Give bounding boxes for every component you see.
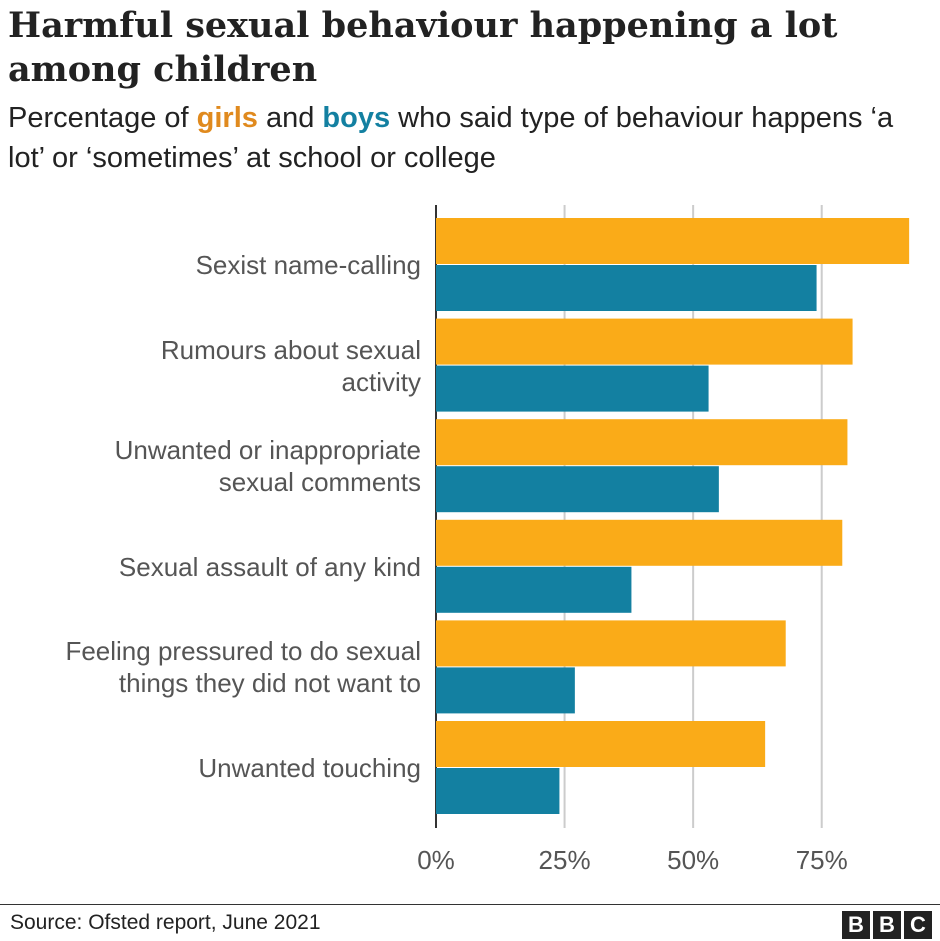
category-label: Sexual assault of any kind	[0, 551, 421, 583]
subtitle-text: who said type of behaviour happens ‘a lo…	[8, 102, 894, 174]
category-label: Unwanted touching	[0, 752, 421, 784]
category-line: things they did not want to	[118, 668, 421, 699]
category-line: Unwanted touching	[198, 753, 421, 783]
x-tick-label: 50%	[667, 845, 719, 875]
bar	[436, 365, 709, 412]
bar	[436, 519, 843, 566]
bar	[436, 566, 632, 613]
logo-letter: B	[842, 911, 870, 939]
bar	[436, 768, 560, 814]
category-label: Unwanted or inappropriate sexual comments	[0, 434, 421, 498]
category-label: Sexist name-calling	[0, 249, 421, 281]
chart: 0% 25% 50% 75%	[417, 205, 910, 875]
category-line: Feeling pressured to do sexual	[65, 636, 421, 667]
logo-letter: C	[904, 911, 932, 939]
subtitle: Percentage of girls and boys who said ty…	[8, 98, 908, 178]
bar	[436, 667, 575, 714]
category-label: Rumours about sexual activity	[0, 334, 421, 398]
logo-letter: B	[873, 911, 901, 939]
legend-girls: girls	[196, 102, 258, 134]
legend-boys: boys	[322, 102, 391, 134]
category-line: Unwanted or inappropriate	[114, 435, 421, 466]
bar	[436, 318, 853, 365]
bar	[436, 218, 910, 264]
category-line: Rumours about sexual	[160, 334, 421, 365]
subtitle-text: and	[265, 102, 315, 134]
x-tick-label: 0%	[417, 845, 455, 875]
logo: B B C	[842, 911, 932, 939]
category-line: Sexual assault of any kind	[118, 551, 421, 582]
category-line: Sexist name-calling	[195, 250, 421, 280]
category-line: sexual comments	[218, 467, 421, 498]
bar	[436, 265, 817, 311]
source: Source: Ofsted report, June 2021	[10, 911, 321, 934]
bar	[436, 620, 786, 667]
category-label: Feeling pressured to do sexual things the…	[0, 635, 421, 699]
bar	[436, 721, 766, 767]
subtitle-text: Percentage of	[8, 102, 189, 134]
x-tick-label: 25%	[539, 845, 591, 875]
x-tick-label: 75%	[796, 845, 848, 875]
footer: Source: Ofsted report, June 2021 B B C	[0, 904, 940, 941]
bar	[436, 419, 848, 466]
chart-title: Harmful sexual behaviour happening a lot…	[8, 5, 838, 90]
category-line: activity	[341, 366, 421, 397]
bar	[436, 466, 719, 513]
